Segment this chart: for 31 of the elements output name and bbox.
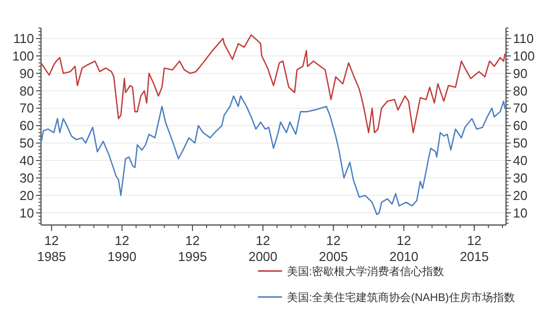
y2-tick-label: 60: [513, 118, 528, 134]
y-tick-label: 50: [20, 136, 34, 151]
y2-tick-label: 90: [513, 66, 528, 81]
x-tick-label: 12 2005: [318, 233, 348, 264]
y2-tick-label: 100: [513, 48, 535, 64]
y-tick-label: 80: [20, 83, 34, 98]
y2-tick-label: 80: [513, 83, 528, 98]
legend-label: 美国:全美住宅建筑商协会(NAHB)住房市场指数: [287, 291, 515, 304]
y-tick-label: 60: [20, 118, 34, 134]
x-tick-label: 12 1995: [178, 233, 207, 264]
y2-tick-label: 10: [513, 205, 528, 220]
y2-tick-label: 110: [513, 30, 534, 46]
y-tick-label: 90: [20, 66, 34, 81]
y2-tick-label: 70: [513, 100, 528, 116]
y2-tick-label: 30: [513, 170, 528, 186]
y2-tick-label: 20: [513, 188, 528, 203]
y-tick-label: 110: [13, 30, 34, 46]
y-tick-label: 10: [20, 205, 34, 220]
x-tick-label: 12 2015: [460, 233, 489, 264]
y2-tick-label: 40: [513, 152, 528, 168]
y-tick-label: 20: [20, 188, 34, 203]
y2-tick-label: 50: [513, 136, 528, 151]
legend-label: 美国:密歇根大学消费者信心指数: [287, 265, 444, 278]
x-tick-label: 12 1985: [37, 233, 66, 264]
y-tick-label: 40: [20, 152, 34, 168]
y-tick-label: 30: [20, 170, 34, 186]
x-tick-label: 12 2000: [248, 233, 278, 264]
y-tick-label: 100: [12, 48, 34, 64]
x-tick-label: 12 1990: [108, 233, 136, 264]
y-tick-label: 70: [20, 100, 34, 116]
x-tick-label: 12 2010: [389, 233, 418, 264]
